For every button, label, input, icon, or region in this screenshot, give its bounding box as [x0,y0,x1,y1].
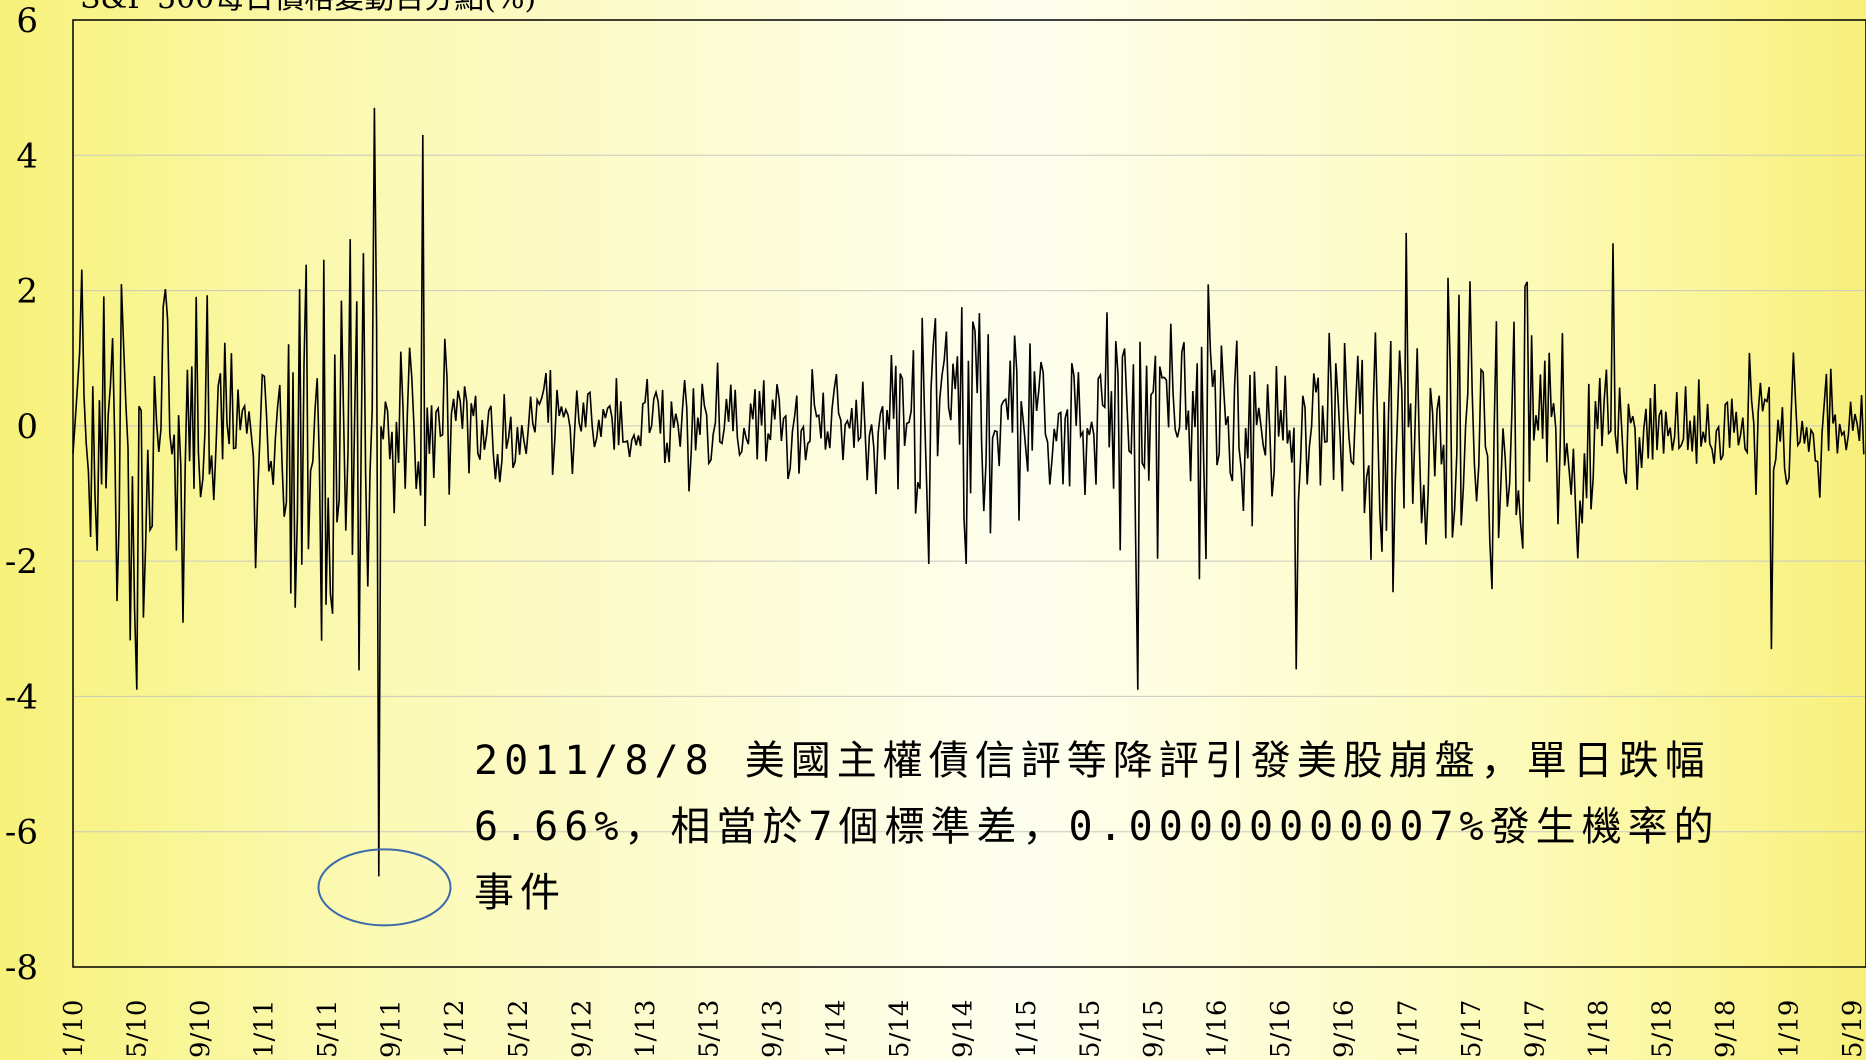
x-tick-label: 1/15 [1012,1000,1042,1058]
x-tick-label: 1/11 [250,1000,280,1058]
x-tick-label: 1/16 [1203,1000,1233,1058]
x-tick-label: 5/14 [885,1000,915,1058]
y-axis-ticks: -8 -6 -4 -2 0 2 4 6 [5,1,38,988]
x-tick-label: 5/17 [1457,1000,1487,1058]
annotation-circle [317,848,452,927]
x-tick-label: 1/19 [1774,1000,1804,1058]
annotation-text: 2011/8/8 美國主權債信評等降評引發美股崩盤，單日跌幅6.66%，相當於7… [474,738,1720,916]
x-tick-label: 9/17 [1520,1000,1550,1058]
y-tick-label: -4 [5,677,38,717]
x-tick-label: 5/15 [1076,1000,1106,1058]
x-tick-label: 9/13 [758,1000,788,1058]
x-tick-label: 9/14 [949,1000,979,1058]
chart-title: S&P 500每日價格變動百分點(%) [80,0,536,16]
x-tick-label: 1/13 [631,1000,661,1058]
x-tick-label: 5/19 [1838,1000,1866,1058]
x-tick-label: 5/12 [504,1000,534,1058]
y-tick-label: 6 [16,1,38,41]
x-tick-label: 9/15 [1139,1000,1169,1058]
x-tick-label: 5/16 [1266,1000,1296,1058]
x-tick-label: 9/11 [377,1000,407,1058]
plot-frame [72,19,1866,968]
y-tick-label: 4 [16,136,38,176]
x-tick-label: 5/11 [313,1000,343,1058]
y-tick-label: 2 [16,272,38,312]
x-tick-label: 9/10 [186,1000,216,1058]
series-line [72,107,1865,877]
y-tick-label: -2 [5,542,38,582]
x-axis-ticks: 1/10 5/10 9/10 1/11 5/11 9/11 1/12 5/12 9/12 1/13… [59,1000,1866,1058]
y-tick-label: 0 [16,407,38,447]
x-tick-label: 5/13 [694,1000,724,1058]
y-tick-label: -6 [5,813,38,853]
x-tick-label: 1/12 [440,1000,470,1058]
x-tick-label: 1/14 [821,1000,851,1058]
x-tick-label: 1/17 [1393,1000,1423,1058]
x-tick-label: 9/12 [567,1000,597,1058]
x-tick-label: 5/10 [123,1000,153,1058]
x-tick-label: 9/18 [1711,1000,1741,1058]
y-tick-label: -8 [5,948,38,988]
x-tick-label: 1/10 [59,1000,89,1058]
x-tick-label: 9/16 [1330,1000,1360,1058]
x-tick-label: 1/18 [1584,1000,1614,1058]
x-tick-label: 5/18 [1647,1000,1677,1058]
